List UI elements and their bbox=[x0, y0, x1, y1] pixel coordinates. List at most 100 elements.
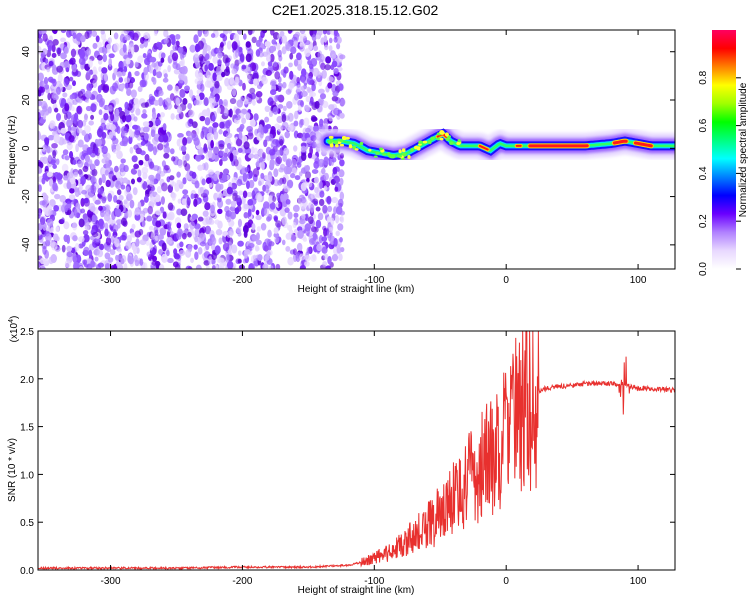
noise-speckle bbox=[195, 61, 201, 69]
noise-speckle bbox=[247, 208, 252, 217]
noise-speckle bbox=[107, 193, 113, 202]
noise-speckle bbox=[288, 82, 295, 90]
noise-speckle bbox=[73, 261, 80, 269]
noise-speckle bbox=[215, 229, 223, 236]
noise-speckle bbox=[266, 54, 272, 63]
noise-speckle bbox=[164, 97, 172, 107]
noise-speckle bbox=[91, 30, 98, 37]
noise-speckle bbox=[255, 214, 262, 221]
noise-speckle bbox=[218, 129, 223, 135]
noise-speckle bbox=[315, 206, 321, 212]
noise-speckle bbox=[264, 184, 270, 194]
noise-speckle bbox=[85, 174, 92, 181]
noise-speckle bbox=[66, 30, 72, 38]
noise-speckle bbox=[317, 158, 325, 168]
noise-speckle bbox=[229, 97, 237, 105]
ridge-speckle bbox=[379, 147, 384, 151]
noise-speckle bbox=[103, 212, 111, 222]
noise-speckle bbox=[194, 235, 199, 243]
y-tick-label: 2.0 bbox=[20, 375, 34, 386]
noise-speckle bbox=[121, 71, 126, 77]
noise-speckle bbox=[100, 122, 107, 131]
noise-speckle bbox=[251, 146, 255, 154]
noise-speckle bbox=[167, 84, 173, 91]
noise-speckle bbox=[270, 125, 276, 135]
noise-speckle bbox=[305, 171, 312, 180]
noise-speckle bbox=[255, 239, 262, 246]
noise-speckle bbox=[293, 40, 298, 48]
snr-plot: -300 -200 -100 0 100 0.0 0.5 1.0 1.5 2.0 2.5 Heig… bbox=[7, 316, 676, 596]
noise-speckle bbox=[96, 128, 103, 138]
noise-speckle bbox=[105, 236, 112, 246]
noise-speckle bbox=[256, 84, 263, 90]
noise-speckle bbox=[197, 216, 204, 222]
noise-speckle bbox=[212, 56, 218, 64]
x-tick-label: -200 bbox=[232, 275, 252, 286]
noise-speckle bbox=[246, 180, 250, 190]
noise-speckle bbox=[326, 195, 332, 205]
noise-speckle bbox=[108, 57, 113, 67]
ridge-speckle bbox=[334, 143, 339, 148]
noise-speckle bbox=[269, 158, 275, 168]
noise-speckle bbox=[174, 182, 180, 192]
noise-speckle bbox=[221, 71, 226, 78]
noise-speckle bbox=[238, 264, 245, 269]
noise-speckle bbox=[225, 120, 231, 129]
noise-speckle bbox=[98, 177, 103, 186]
noise-speckle bbox=[64, 103, 70, 112]
noise-speckle bbox=[317, 30, 323, 36]
noise-speckle bbox=[176, 138, 181, 147]
noise-speckle bbox=[257, 150, 262, 156]
noise-speckle bbox=[103, 113, 109, 121]
noise-speckle bbox=[153, 30, 158, 37]
noise-speckle bbox=[314, 186, 319, 194]
noise-speckle bbox=[219, 150, 226, 156]
noise-speckle bbox=[302, 237, 308, 242]
noise-speckle bbox=[243, 141, 250, 150]
noise-speckle bbox=[279, 138, 284, 147]
noise-speckle bbox=[167, 257, 174, 264]
noise-speckle bbox=[217, 220, 223, 230]
noise-speckle bbox=[247, 198, 254, 206]
noise-speckle bbox=[61, 244, 66, 253]
noise-speckle bbox=[46, 171, 53, 178]
noise-speckle bbox=[80, 154, 86, 161]
noise-speckle bbox=[135, 247, 140, 254]
ridge-speckle bbox=[333, 140, 339, 145]
noise-speckle bbox=[60, 30, 67, 34]
noise-speckle bbox=[129, 199, 135, 209]
noise-speckle bbox=[299, 219, 306, 225]
ridge-speckle bbox=[390, 154, 396, 159]
spectrogram-x-ticks: -300 -200 -100 0 100 bbox=[101, 30, 647, 286]
noise-speckle bbox=[198, 92, 205, 100]
noise-speckle bbox=[284, 131, 291, 139]
noise-speckle bbox=[277, 49, 282, 58]
noise-speckle bbox=[55, 226, 60, 232]
noise-speckle bbox=[86, 147, 93, 155]
noise-speckle bbox=[63, 46, 69, 55]
noise-speckle bbox=[289, 52, 294, 60]
noise-speckle bbox=[275, 263, 281, 269]
noise-speckle bbox=[190, 257, 194, 264]
noise-speckle bbox=[94, 146, 99, 156]
noise-speckle bbox=[162, 77, 169, 83]
noise-speckle bbox=[251, 222, 256, 231]
noise-speckle bbox=[101, 131, 107, 139]
noise-speckle bbox=[331, 254, 339, 262]
noise-speckle bbox=[188, 109, 195, 118]
noise-speckle bbox=[318, 234, 323, 244]
noise-speckle bbox=[79, 170, 84, 178]
noise-speckle bbox=[112, 137, 119, 145]
noise-speckle bbox=[117, 254, 123, 261]
noise-speckle bbox=[75, 70, 82, 78]
noise-speckle bbox=[147, 205, 154, 215]
noise-speckle bbox=[90, 185, 97, 195]
noise-speckle bbox=[141, 113, 148, 119]
noise-speckle bbox=[59, 195, 67, 203]
noise-speckle bbox=[319, 118, 324, 128]
noise-speckle bbox=[169, 93, 175, 101]
noise-speckle bbox=[268, 133, 274, 141]
noise-speckle bbox=[226, 40, 232, 50]
noise-speckle bbox=[118, 194, 124, 201]
noise-speckle bbox=[267, 243, 272, 251]
